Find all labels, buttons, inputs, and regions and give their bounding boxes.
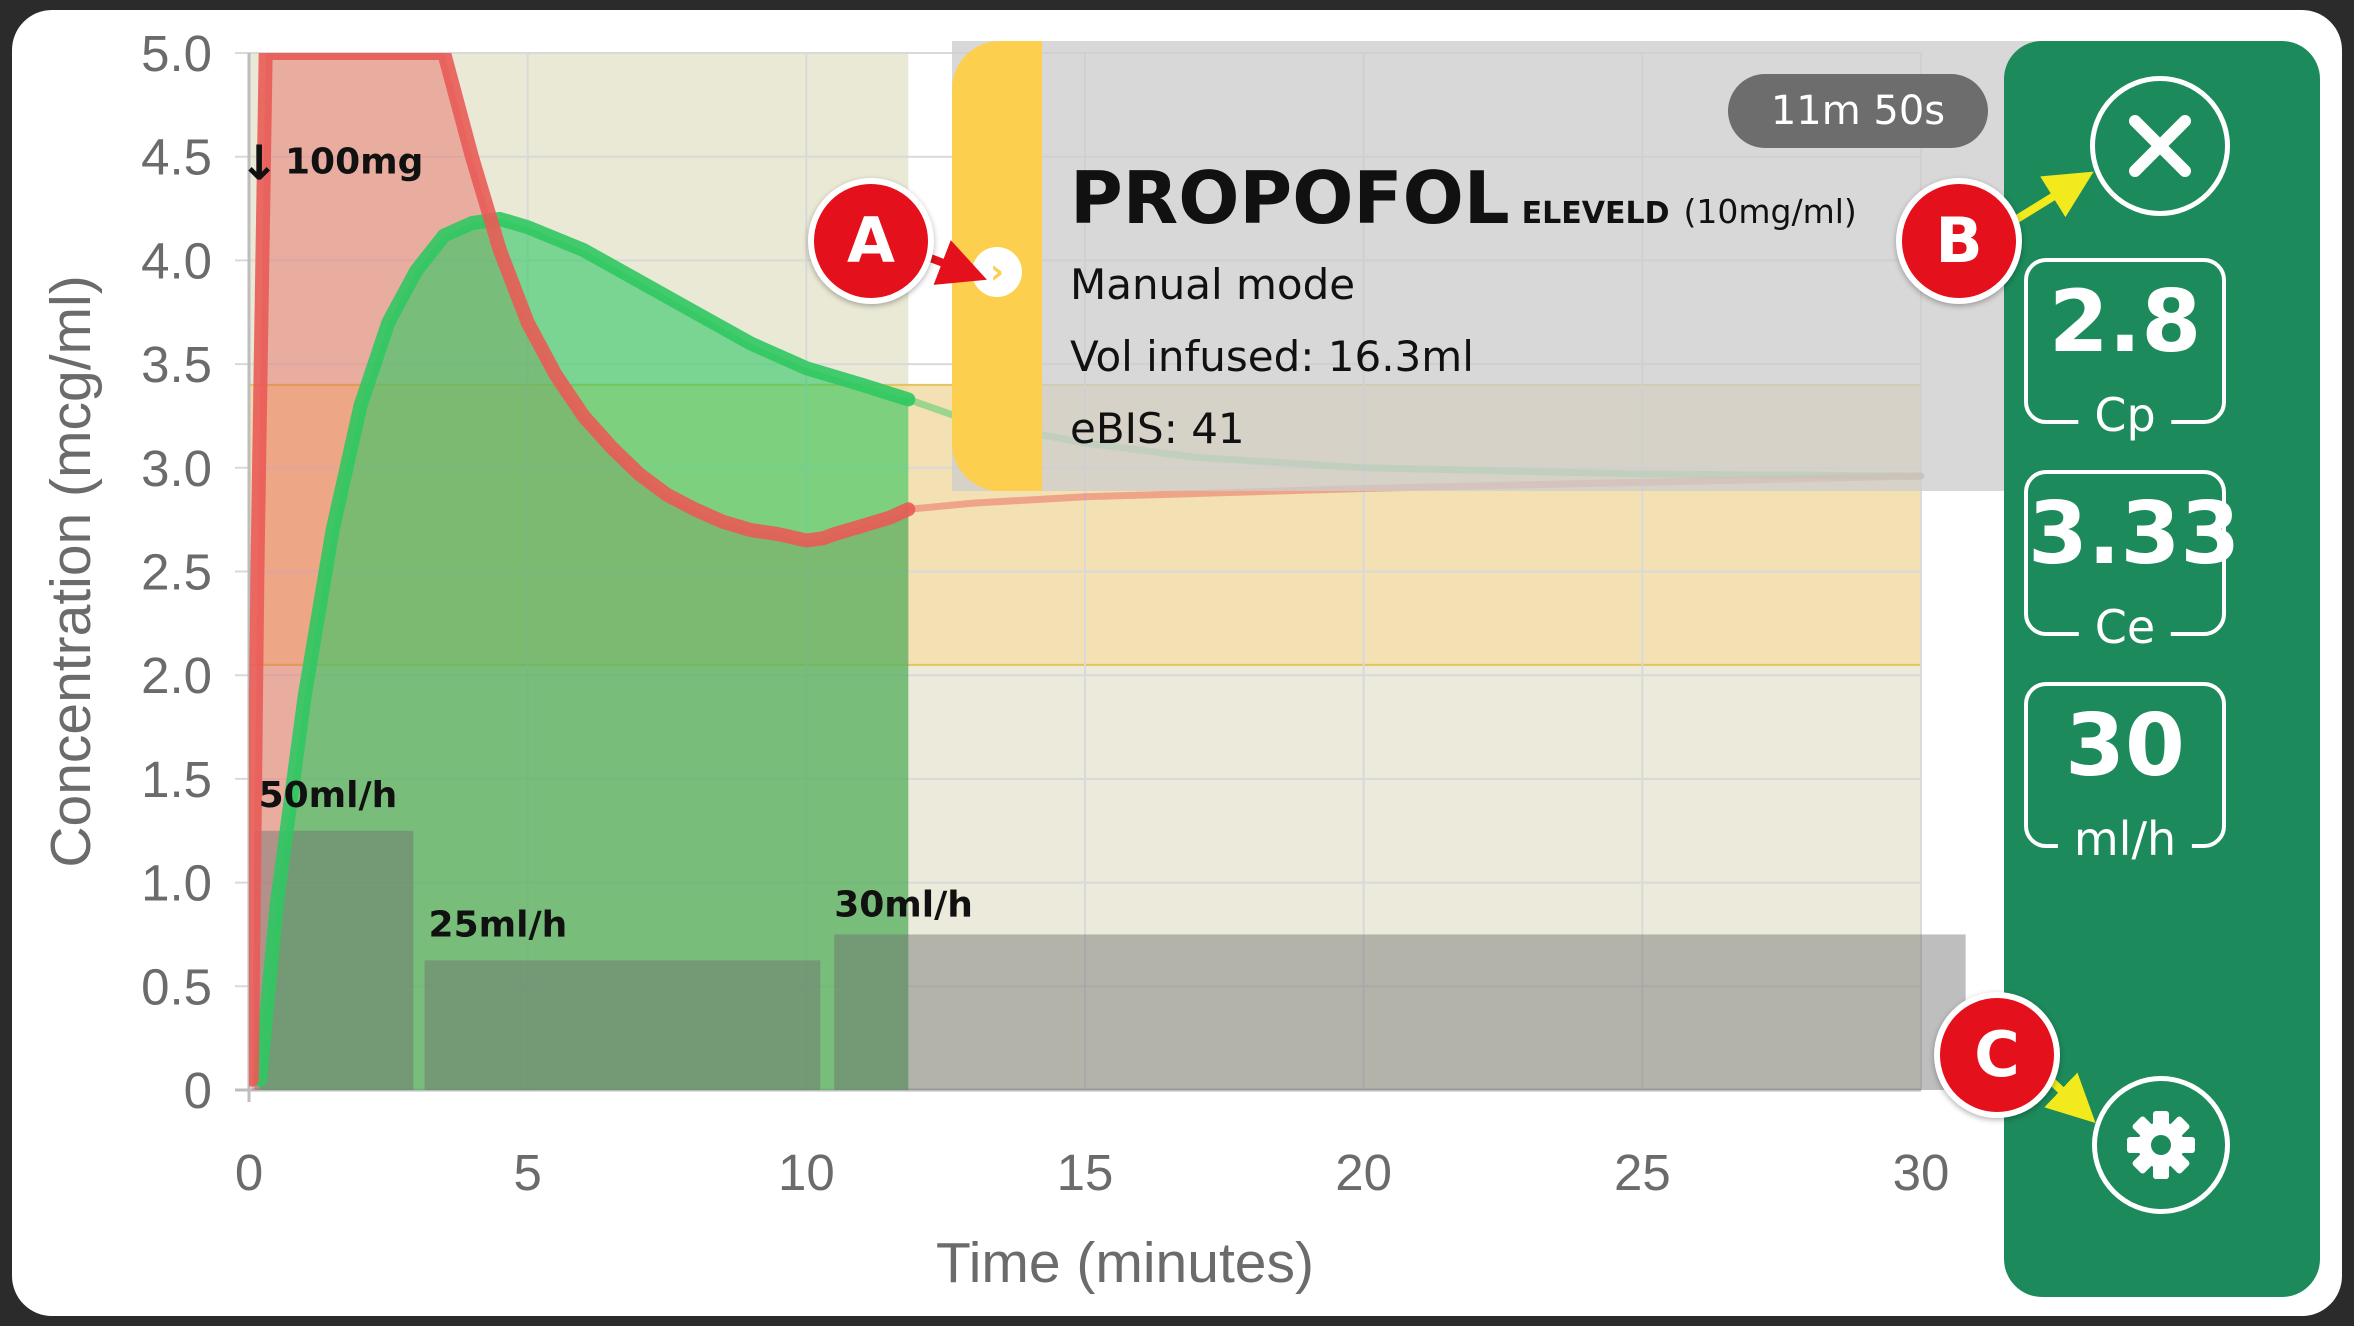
drug-model: ELEVELD bbox=[1521, 196, 1670, 231]
rate-unit: ml/h bbox=[2057, 812, 2193, 866]
plot-area bbox=[249, 53, 1966, 1090]
elapsed-time-badge: 11m 50s bbox=[1728, 74, 1988, 148]
ce-value: 3.33 bbox=[2028, 484, 2241, 584]
gear-icon bbox=[2127, 1111, 2195, 1179]
cp-unit: Cp bbox=[2078, 388, 2172, 442]
x-tick-label: 30 bbox=[1893, 1144, 1950, 1201]
x-tick-label: 10 bbox=[778, 1144, 835, 1201]
y-axis-title: Concentration (mcg/ml) bbox=[39, 275, 103, 867]
close-icon bbox=[2129, 115, 2191, 177]
ce-unit: Ce bbox=[2078, 600, 2172, 654]
y-tick-label: 3.0 bbox=[141, 440, 212, 497]
x-tick-label: 25 bbox=[1614, 1144, 1671, 1201]
chevron-right-icon[interactable]: › bbox=[972, 247, 1022, 297]
bolus-label: 100mg bbox=[285, 141, 423, 182]
y-tick-label: 0 bbox=[184, 1062, 212, 1119]
y-tick-label: 0.5 bbox=[141, 958, 212, 1015]
y-tick-label: 5.0 bbox=[141, 25, 212, 82]
x-axis-title: Time (minutes) bbox=[936, 1231, 1314, 1295]
x-tick-label: 5 bbox=[513, 1144, 541, 1201]
x-tick-label: 20 bbox=[1335, 1144, 1392, 1201]
future-region bbox=[908, 664, 1921, 1090]
ebis-text: eBIS: 41 bbox=[1070, 404, 1245, 453]
volume-infused-text: Vol infused: 16.3ml bbox=[1070, 332, 1474, 381]
concentration-chart[interactable]: 0 5 10 15 20 25 30 0 0.5 1.0 1.5 2.0 2.5 3.0 3.5 4.0 4.5… bbox=[12, 10, 2342, 1316]
infusion-bar[interactable] bbox=[424, 960, 821, 1090]
cp-line bbox=[249, 53, 916, 1087]
y-tick-label: 3.5 bbox=[141, 336, 212, 393]
y-tick-label: 1.5 bbox=[141, 751, 212, 808]
infusion-bar-label: 30ml/h bbox=[834, 884, 973, 925]
y-tick-label: 2.0 bbox=[141, 647, 212, 704]
ce-readout[interactable]: 3.33 Ce bbox=[2024, 470, 2241, 654]
infusion-bar-label: 25ml/h bbox=[429, 904, 568, 945]
cp-readout[interactable]: 2.8 Cp bbox=[2024, 258, 2226, 442]
infusion-bar-label: 50ml/h bbox=[259, 775, 398, 816]
x-tick-label: 15 bbox=[1057, 1144, 1114, 1201]
mode-text: Manual mode bbox=[1070, 260, 1356, 309]
y-tick-label: 4.5 bbox=[141, 129, 212, 186]
close-button[interactable] bbox=[2090, 76, 2230, 216]
app-card: 0 5 10 15 20 25 30 0 0.5 1.0 1.5 2.0 2.5 3.0 3.5 4.0 4.5… bbox=[12, 10, 2342, 1316]
infusion-bar[interactable] bbox=[834, 934, 1966, 1090]
settings-button[interactable] bbox=[2092, 1076, 2230, 1214]
y-tick-label: 4.0 bbox=[141, 232, 212, 289]
rate-value: 30 bbox=[2065, 696, 2185, 796]
callout-c: C bbox=[1934, 992, 2060, 1118]
y-tick-label: 1.0 bbox=[141, 855, 212, 912]
callout-a: A bbox=[808, 178, 934, 304]
callout-b: B bbox=[1896, 178, 2022, 304]
ce-area bbox=[260, 218, 909, 1090]
down-arrow-icon: ↓ bbox=[239, 135, 279, 191]
x-tick-label: 0 bbox=[235, 1144, 263, 1201]
drug-name: PROPOFOL bbox=[1070, 156, 1510, 240]
drug-title: PROPOFOL ELEVELD (10mg/ml) bbox=[1070, 156, 1857, 240]
y-tick-label: 2.5 bbox=[141, 544, 212, 601]
rate-readout[interactable]: 30 ml/h bbox=[2024, 682, 2226, 866]
drug-concentration: (10mg/ml) bbox=[1683, 192, 1857, 231]
cp-value: 2.8 bbox=[2048, 272, 2202, 372]
